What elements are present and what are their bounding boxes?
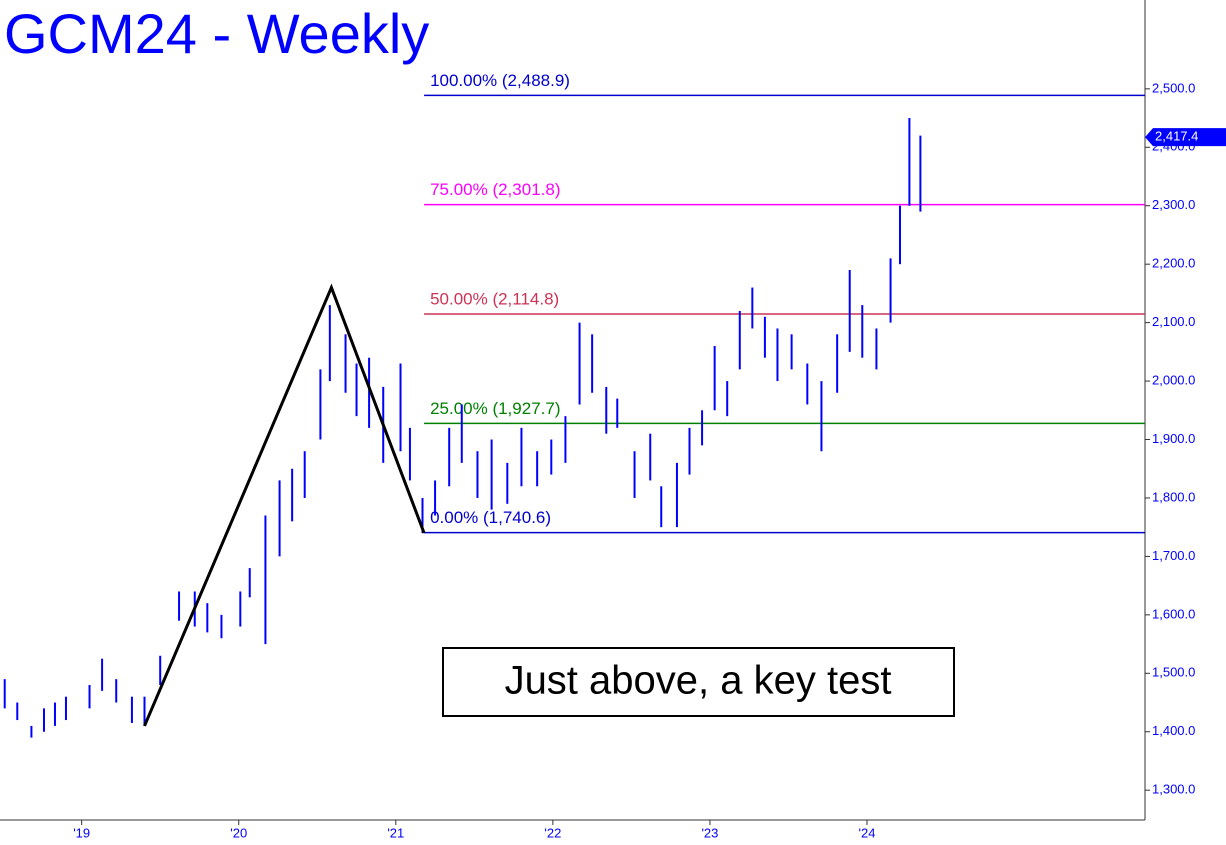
fib-label: 50.00% (2,114.8) — [430, 289, 559, 308]
x-tick-label: '22 — [544, 825, 561, 840]
y-tick-label: 1,700.0 — [1152, 548, 1195, 563]
y-tick-label: 2,500.0 — [1152, 80, 1195, 95]
x-tick-label: '21 — [387, 825, 404, 840]
fib-label: 75.00% (2,301.8) — [430, 180, 560, 199]
y-tick-label: 1,500.0 — [1152, 665, 1195, 680]
x-tick-label: '23 — [701, 825, 718, 840]
x-tick-label: '24 — [859, 825, 876, 840]
y-tick-label: 1,400.0 — [1152, 723, 1195, 738]
y-tick-label: 2,300.0 — [1152, 197, 1195, 212]
fib-label: 100.00% (2,488.9) — [430, 71, 570, 90]
fib-label: 0.00% (1,740.6) — [430, 508, 551, 527]
pattern-line — [143, 283, 426, 727]
chart-title: GCM24 - Weekly — [4, 2, 429, 65]
y-tick-label: 1,300.0 — [1152, 782, 1195, 797]
annotation: Just above, a key test — [505, 659, 892, 703]
last-price-label: 2,417.4 — [1155, 129, 1198, 144]
y-tick-label: 1,900.0 — [1152, 431, 1195, 446]
annotation-box — [442, 647, 955, 717]
y-tick-label: 2,000.0 — [1152, 373, 1195, 388]
x-tick-label: '20 — [230, 825, 247, 840]
x-tick-label: '19 — [73, 825, 90, 840]
y-tick-label: 1,800.0 — [1152, 489, 1195, 504]
y-tick-label: 1,600.0 — [1152, 606, 1195, 621]
last-price-marker — [1145, 128, 1226, 147]
y-tick-label: 2,200.0 — [1152, 256, 1195, 271]
fib-label: 25.00% (1,927.7) — [430, 399, 560, 418]
y-tick-label: 2,100.0 — [1152, 314, 1195, 329]
